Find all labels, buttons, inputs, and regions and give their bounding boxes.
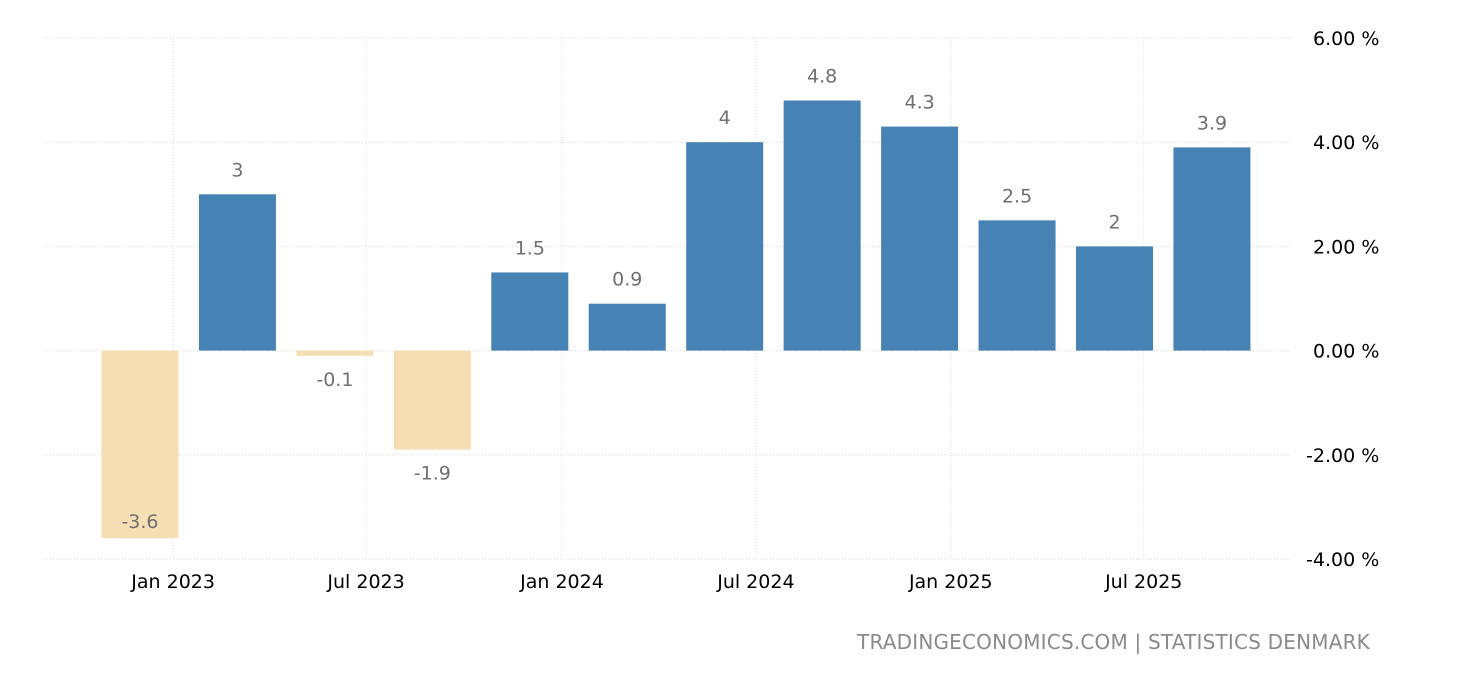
x-tick-label: Jan 2025 bbox=[908, 571, 993, 593]
y-tick-label: -2.00 % bbox=[1306, 445, 1379, 467]
data-label: 4.8 bbox=[807, 66, 837, 88]
source-credit: TRADINGECONOMICS.COM | STATISTICS DENMAR… bbox=[857, 630, 1370, 654]
y-tick-label: 2.00 % bbox=[1313, 236, 1379, 258]
y-tick-label: 4.00 % bbox=[1313, 132, 1379, 154]
bar[interactable] bbox=[978, 220, 1056, 351]
bar[interactable] bbox=[393, 350, 471, 450]
y-tick-label: 0.00 % bbox=[1313, 341, 1379, 363]
bar[interactable] bbox=[783, 100, 861, 351]
data-label: 2.5 bbox=[1002, 185, 1032, 207]
data-label: -3.6 bbox=[121, 511, 158, 533]
x-tick-label: Jan 2024 bbox=[519, 571, 604, 593]
bars bbox=[101, 100, 1251, 539]
x-tick-label: Jul 2025 bbox=[1104, 571, 1182, 593]
y-tick-label: 6.00 % bbox=[1313, 28, 1379, 50]
bar[interactable] bbox=[101, 350, 179, 539]
data-labels: -3.6 3 -0.1 -1.9 1.5 0.9 4 4.8 4.3 2.5 2 3.9 bbox=[121, 66, 1227, 533]
data-label: 2 bbox=[1108, 211, 1120, 233]
y-axis: 6.00 % 4.00 % 2.00 % 0.00 % -2.00 % -4.00 % bbox=[1306, 28, 1379, 571]
x-tick-label: Jul 2023 bbox=[326, 571, 404, 593]
bar[interactable] bbox=[881, 126, 959, 351]
data-label: 0.9 bbox=[612, 269, 642, 291]
data-label: 1.5 bbox=[515, 237, 545, 259]
bar[interactable] bbox=[686, 142, 764, 351]
data-label: 4.3 bbox=[904, 92, 934, 114]
y-tick-label: -4.00 % bbox=[1306, 549, 1379, 571]
x-tick-label: Jan 2023 bbox=[130, 571, 215, 593]
data-label: -0.1 bbox=[316, 369, 353, 391]
bar[interactable] bbox=[1076, 246, 1153, 351]
bar[interactable] bbox=[1173, 147, 1251, 351]
bar[interactable] bbox=[198, 194, 276, 351]
bar[interactable] bbox=[296, 350, 374, 356]
data-label: 3.9 bbox=[1197, 112, 1227, 134]
data-label: -1.9 bbox=[414, 463, 451, 485]
x-tick-label: Jul 2024 bbox=[716, 571, 794, 593]
data-label: 4 bbox=[719, 107, 731, 129]
x-axis: Jan 2023 Jul 2023 Jan 2024 Jul 2024 Jan 2025… bbox=[130, 571, 1182, 593]
data-label: 3 bbox=[231, 159, 243, 181]
bar[interactable] bbox=[588, 303, 666, 351]
bar[interactable] bbox=[491, 272, 569, 351]
